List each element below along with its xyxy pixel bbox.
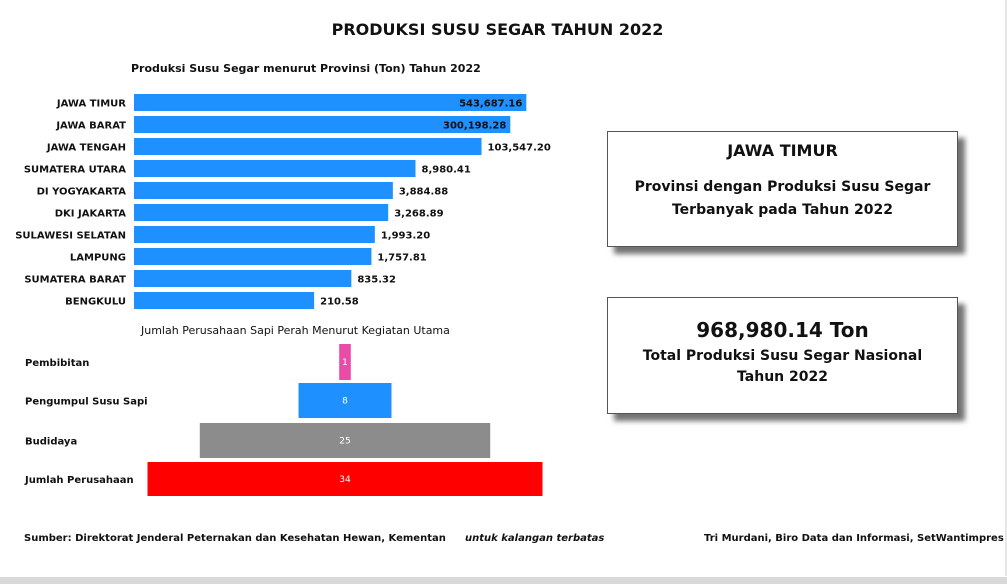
total-production-card: 968,980.14 Ton Total Produksi Susu Segar… [607, 297, 958, 414]
funnel-bar [199, 423, 491, 458]
top-province-name: JAWA TIMUR [727, 141, 838, 160]
funnel-bar [298, 383, 392, 418]
page-title: PRODUKSI SUSU SEGAR TAHUN 2022 [331, 20, 664, 39]
top-province-card: JAWA TIMUR Provinsi dengan Produksi Susu… [607, 131, 958, 247]
bar [134, 248, 372, 265]
bar [134, 138, 482, 155]
bar-category-label: SUMATERA BARAT [24, 275, 126, 286]
bar-category-label: DI YOGYAKARTA [37, 187, 127, 198]
bar [134, 182, 393, 199]
bar-value-label: 8,980.41 [421, 165, 470, 176]
funnel-category-label: Budidaya [25, 437, 77, 448]
funnel-bar [339, 344, 351, 380]
bar [134, 116, 511, 133]
funnel-value-label: 25 [339, 437, 350, 447]
bar-value-label: 210.58 [320, 297, 359, 308]
charts-svg: JAWA TIMUR 543,687.16 JAWA BARAT 300,198.28… [15, 94, 551, 496]
funnel-category-label: Jumlah Perusahaan [24, 475, 134, 486]
footer-author: Tri Murdani, Biro Data dan Informasi, Se… [704, 533, 1004, 544]
bar-category-label: DKI JAKARTA [55, 209, 126, 220]
bar-value-label: 103,547.20 [488, 143, 551, 154]
total-production-caption: Total Produksi Susu Segar Nasional Tahun… [642, 348, 923, 385]
funnel-value-label: 8 [342, 397, 348, 407]
bar-category-label: JAWA TIMUR [56, 99, 126, 110]
bar-value-label: 3,884.88 [399, 187, 448, 198]
bar-category-label: JAWA BARAT [55, 121, 126, 132]
bar-category-label: LAMPUNG [70, 253, 126, 264]
bar-value-label: 835.32 [357, 275, 396, 286]
funnel-bar [147, 462, 543, 496]
funnel-category-label: Pengumpul Susu Sapi [25, 397, 148, 408]
bar-category-label: SUMATERA UTARA [24, 165, 126, 176]
top-province-caption: Provinsi dengan Produksi Susu Segar Terb… [634, 179, 931, 218]
footer-source: Sumber: Direktorat Jenderal Peternakan d… [24, 533, 446, 544]
bar-value-label: 1,993.20 [381, 231, 430, 242]
funnel-category-label: Pembibitan [25, 358, 89, 369]
funnel-chart-title: Jumlah Perusahaan Sapi Perah Menurut Keg… [141, 324, 450, 337]
funnel-value-label: 1 [342, 358, 348, 368]
bottom-bar [0, 577, 1007, 584]
bar [134, 226, 375, 243]
bar-value-label: 543,687.16 [459, 99, 522, 110]
bar-value-label: 300,198.28 [443, 121, 506, 132]
bar-value-label: 1,757.81 [377, 253, 426, 264]
bar [134, 270, 352, 287]
bar-category-label: JAWA TENGAH [46, 143, 126, 154]
bar [134, 160, 416, 177]
total-production-value: 968,980.14 Ton [696, 318, 869, 342]
footer-note: untuk kalangan terbatas [465, 533, 605, 544]
bar [134, 292, 315, 309]
bar-category-label: BENGKULU [65, 297, 126, 308]
bar-chart-title: Produksi Susu Segar menurut Provinsi (To… [131, 62, 481, 75]
bar [134, 204, 389, 221]
bar-value-label: 3,268.89 [394, 209, 443, 220]
funnel-value-label: 34 [339, 475, 351, 485]
bar-category-label: SULAWESI SELATAN [15, 231, 126, 242]
bar [134, 94, 527, 111]
